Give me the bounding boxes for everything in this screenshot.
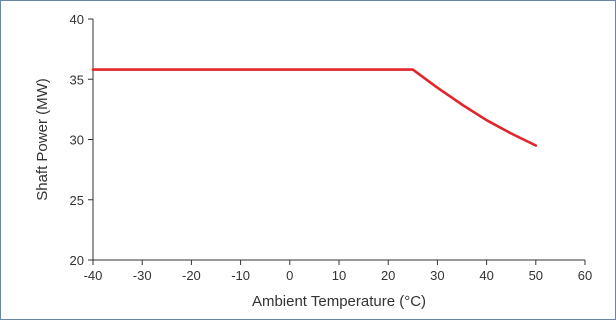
- x-tick-label: 0: [286, 268, 293, 283]
- y-tick-label: 20: [70, 253, 84, 268]
- y-tick-label: 25: [70, 193, 84, 208]
- x-tick-label: 30: [430, 268, 444, 283]
- x-ticks: -40 -30 -20 -10 0 10 20 30 40 50 60: [84, 260, 592, 283]
- x-tick-label: -20: [182, 268, 201, 283]
- series-line: [91, 68, 538, 147]
- series-group: [91, 68, 538, 147]
- y-tick-label: 35: [70, 72, 84, 87]
- x-tick-label: 10: [332, 268, 346, 283]
- axes: [92, 19, 585, 261]
- x-tick-label: -30: [133, 268, 152, 283]
- y-tick-label: 30: [70, 133, 84, 148]
- x-tick-label: -10: [231, 268, 250, 283]
- x-axis-label: Ambient Temperature (°C): [252, 293, 426, 310]
- y-tick-label: 40: [70, 12, 84, 27]
- x-tick-label: -40: [84, 268, 103, 283]
- y-axis-label: Shaft Power (MW): [34, 78, 51, 201]
- y-ticks: 20 25 30 35 40: [70, 12, 93, 268]
- x-tick-label: 50: [529, 268, 543, 283]
- x-tick-label: 20: [381, 268, 395, 283]
- x-tick-label: 60: [578, 268, 592, 283]
- x-tick-label: 40: [479, 268, 493, 283]
